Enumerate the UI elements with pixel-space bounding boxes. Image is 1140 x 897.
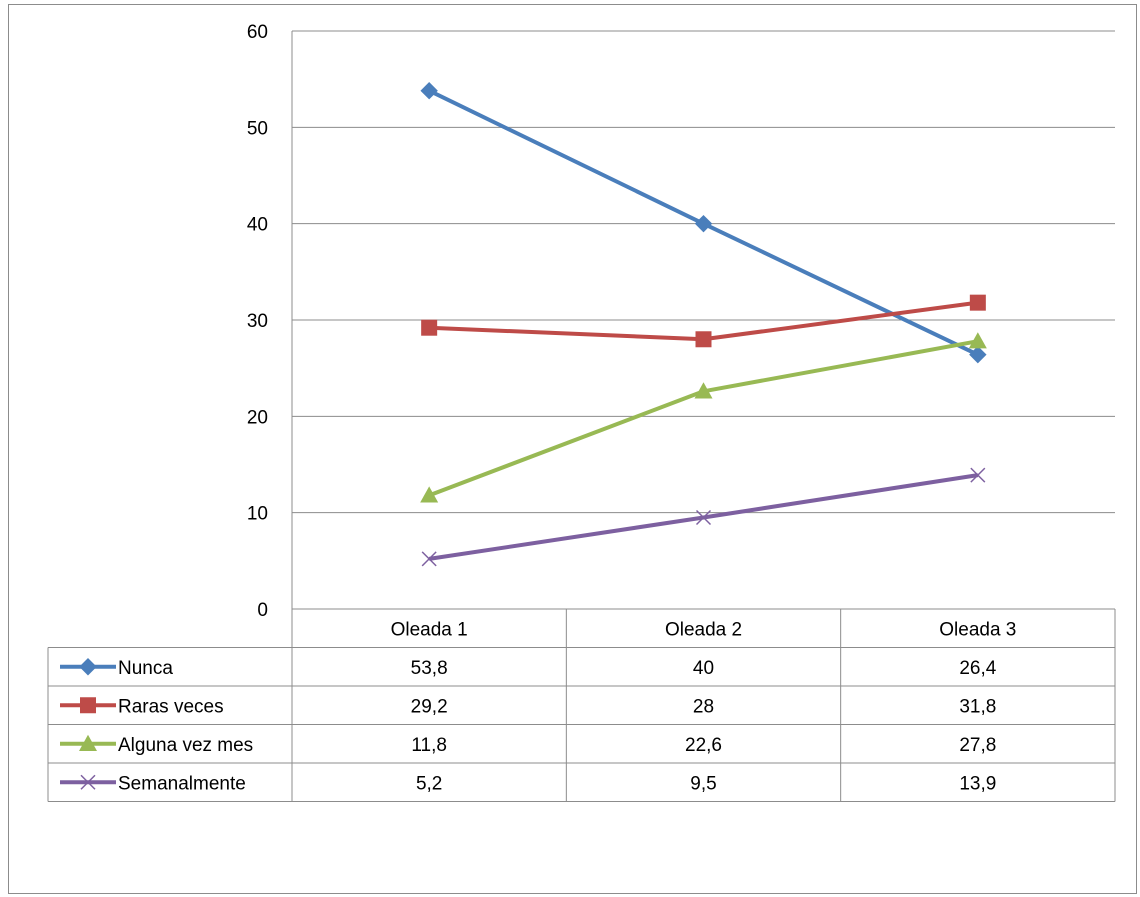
data-table-value: 26,4: [959, 658, 996, 679]
data-table-value: 13,9: [959, 773, 996, 794]
data-table-value: 27,8: [959, 735, 996, 756]
legend-key: [60, 774, 116, 790]
y-tick-label: 40: [247, 215, 268, 236]
data-table-value: 5,2: [416, 773, 442, 794]
series-line: [428, 339, 979, 498]
y-tick-label: 20: [247, 407, 268, 428]
data-point-diamond: [79, 658, 97, 676]
data-point-triangle: [968, 332, 987, 349]
y-tick-label: 50: [247, 118, 268, 139]
series-raras-veces: [421, 294, 986, 348]
data-point-x-stroke: [421, 551, 437, 567]
series-nunca: [420, 82, 987, 364]
series-alguna-vez-mes: [420, 332, 987, 503]
y-tick-label: 30: [247, 311, 268, 332]
data-point-square: [80, 697, 96, 714]
data-table-value: 53,8: [411, 658, 448, 679]
legend-key: [60, 697, 116, 714]
data-point-x: [970, 467, 986, 483]
x-category-label: Oleada 1: [391, 619, 468, 640]
data-point-square: [421, 319, 438, 336]
data-point-square: [969, 294, 986, 311]
legend-label: Semanalmente: [118, 773, 246, 794]
data-point-x-stroke: [80, 774, 96, 790]
data-table: Oleada 1 Oleada 2 Oleada 3 Nunca 53,8 40 26,4 R…: [47, 608, 1116, 802]
data-point-triangle: [79, 734, 97, 751]
data-point-x: [695, 509, 712, 526]
legend-label: Alguna vez mes: [118, 735, 253, 756]
data-point-triangle: [694, 382, 713, 399]
y-axis-ticks: 0 10 20 30 40 50 60: [247, 22, 268, 621]
data-table-value: 22,6: [685, 735, 722, 756]
x-category-label: Oleada 3: [939, 619, 1016, 640]
data-table-value: 28: [693, 696, 714, 717]
data-point-diamond: [694, 214, 713, 233]
legend-key: [60, 658, 116, 676]
chart-frame: [8, 4, 1137, 894]
data-point-x-stroke: [695, 509, 712, 526]
data-point-diamond: [969, 345, 987, 364]
gridlines: [291, 30, 1115, 609]
legend-label: Raras veces: [118, 696, 224, 717]
data-table-value: 40: [693, 658, 714, 679]
y-tick-label: 10: [247, 504, 268, 525]
data-table-value: 9,5: [690, 773, 716, 794]
data-point-diamond: [420, 82, 438, 100]
data-point-x: [80, 774, 96, 790]
x-category-label: Oleada 2: [665, 619, 742, 640]
data-point-triangle: [420, 486, 439, 503]
legend-key: [60, 734, 116, 751]
data-table-value: 29,2: [411, 696, 448, 717]
series-lines: [420, 82, 987, 567]
y-tick-label: 60: [247, 22, 268, 43]
data-table-value: 11,8: [411, 735, 447, 756]
data-table-value: 31,8: [959, 696, 996, 717]
data-point-x: [421, 551, 437, 567]
data-point-x-stroke: [970, 467, 986, 483]
legend-label: Nunca: [118, 658, 173, 679]
y-tick-label: 0: [257, 600, 268, 621]
series-semanalmente: [421, 467, 986, 567]
data-point-square: [695, 331, 712, 348]
